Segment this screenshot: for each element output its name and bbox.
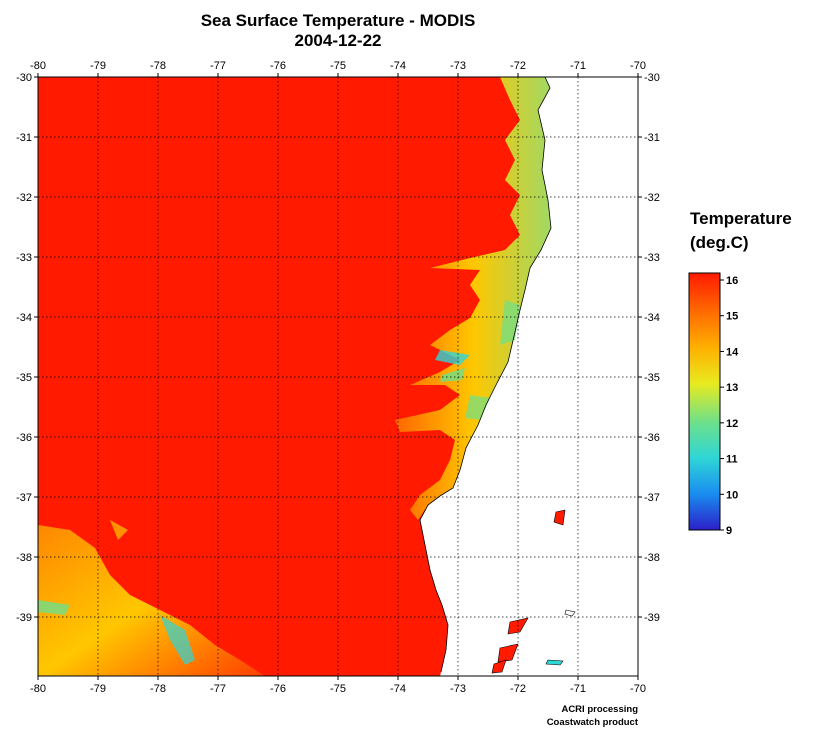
- cool-streak: [435, 350, 470, 365]
- y-tick-label: -32: [16, 192, 32, 204]
- map-title: Sea Surface Temperature - MODIS: [200, 11, 476, 30]
- cool-streak: [160, 615, 195, 665]
- x-tick-label: -71: [570, 60, 586, 72]
- island-patch: [564, 609, 576, 617]
- coastal-upwelling-band: [395, 77, 551, 520]
- island-patch: [497, 643, 519, 663]
- y-tick-label: -38: [644, 552, 660, 564]
- credit-processing: ACRI processing: [561, 704, 638, 715]
- x-tick-label: -72: [510, 60, 526, 72]
- x-tick-label: -75: [330, 683, 346, 695]
- cool-streak: [465, 395, 490, 420]
- offshore-cool-patch: [38, 525, 265, 676]
- x-tick-label: -70: [630, 683, 646, 695]
- cool-streak: [440, 368, 465, 382]
- colorbar: [688, 272, 721, 531]
- y-tick-label: -31: [16, 132, 32, 144]
- x-tick-label: -74: [390, 683, 406, 695]
- cool-streak: [38, 600, 70, 615]
- colorbar-tick-label: 12: [726, 418, 738, 430]
- y-tick-label: -37: [644, 492, 660, 504]
- x-tick-label: -75: [330, 60, 346, 72]
- y-tick-label: -33: [644, 252, 660, 264]
- plot-frame: [37, 76, 639, 677]
- colorbar-tick-label: 11: [726, 454, 738, 466]
- graticule: [38, 77, 638, 676]
- colorbar-title: Temperature: [690, 209, 792, 228]
- y-tick-label: -34: [16, 312, 32, 324]
- colorbar-tick-label: 15: [726, 311, 738, 323]
- colorbar-tick-label: 16: [726, 275, 738, 287]
- x-tick-label: -80: [30, 683, 46, 695]
- credit-product: Coastwatch product: [546, 717, 638, 728]
- y-tick-label: -39: [16, 612, 32, 624]
- y-tick-label: -38: [16, 552, 32, 564]
- island-patch: [545, 659, 564, 666]
- y-tick-label: -39: [644, 612, 660, 624]
- y-tick-label: -35: [644, 372, 660, 384]
- x-tick-label: -76: [270, 683, 286, 695]
- ocean-sst-field: [38, 77, 551, 676]
- y-tick-label: -31: [644, 132, 660, 144]
- y-tick-label: -35: [16, 372, 32, 384]
- cool-streak: [110, 520, 128, 540]
- x-tick-label: -74: [390, 60, 406, 72]
- colorbar-ticks: 16 15 14 13 12 11 10 9: [720, 275, 739, 537]
- y-tick-label: -33: [16, 252, 32, 264]
- y-tick-label: -34: [644, 312, 660, 324]
- x-tick-label: -77: [210, 683, 226, 695]
- x-tick-label: -78: [150, 683, 166, 695]
- island-patch: [553, 509, 566, 526]
- y-tick-label: -36: [16, 432, 32, 444]
- colorbar-tick-label: 13: [726, 382, 738, 394]
- x-tick-label: -73: [450, 60, 466, 72]
- map-date: 2004-12-22: [294, 31, 382, 50]
- y-tick-label: -30: [16, 72, 32, 84]
- coastline: [419, 77, 552, 673]
- x-tick-label: -76: [270, 60, 286, 72]
- y-tick-label: -36: [644, 432, 660, 444]
- x-tick-label: -70: [630, 60, 646, 72]
- x-tick-label: -73: [450, 683, 466, 695]
- axis-ticks: -80 -80 -79 -79 -78 -78 -77 -77 -76 -76 -75 -75 -74 -…: [16, 60, 660, 695]
- x-tick-label: -77: [210, 60, 226, 72]
- x-tick-label: -79: [90, 683, 106, 695]
- x-tick-label: -80: [30, 60, 46, 72]
- colorbar-tick-label: 9: [726, 525, 732, 537]
- x-tick-label: -71: [570, 683, 586, 695]
- x-tick-label: -79: [90, 60, 106, 72]
- colorbar-tick-label: 10: [726, 489, 738, 501]
- y-tick-label: -32: [644, 192, 660, 204]
- colorbar-unit: (deg.C): [690, 233, 749, 252]
- y-tick-label: -37: [16, 492, 32, 504]
- colorbar-tick-label: 14: [726, 346, 739, 358]
- island-patch: [491, 659, 507, 674]
- x-tick-label: -78: [150, 60, 166, 72]
- y-tick-label: -30: [644, 72, 660, 84]
- x-tick-label: -72: [510, 683, 526, 695]
